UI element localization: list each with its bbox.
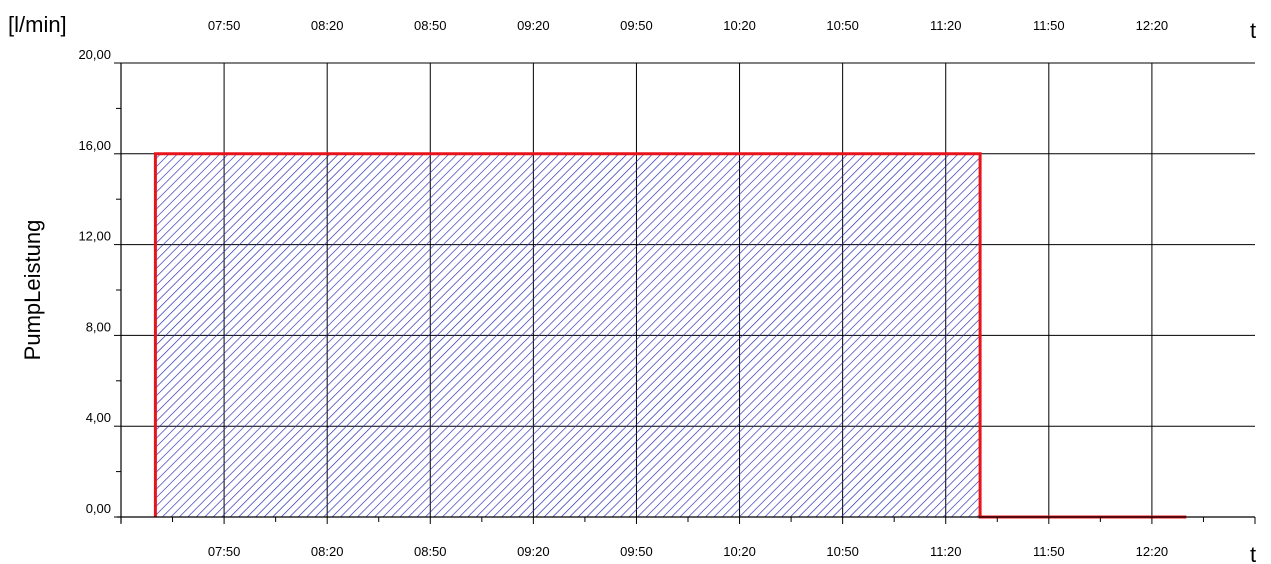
y-tick-label: 0,00 bbox=[86, 501, 111, 516]
y-tick-label: 4,00 bbox=[86, 410, 111, 425]
x-tick-label-bottom: 10:50 bbox=[826, 544, 859, 559]
x-tick-label-top: 10:20 bbox=[723, 18, 756, 33]
y-tick-label: 20,00 bbox=[78, 47, 111, 62]
x-tick-label-bottom: 07:50 bbox=[208, 544, 241, 559]
y-unit-label: [l/min] bbox=[8, 12, 67, 37]
x-tick-label-bottom: 09:50 bbox=[620, 544, 653, 559]
x-tick-label-top: 09:20 bbox=[517, 18, 550, 33]
x-tick-label-top: 07:50 bbox=[208, 18, 241, 33]
x-tick-label-bottom: 11:20 bbox=[930, 544, 962, 559]
y-tick-label: 16,00 bbox=[78, 138, 111, 153]
axes bbox=[114, 62, 1256, 524]
x-tick-label-top: 11:50 bbox=[1033, 18, 1065, 33]
x-tick-label-top: 08:50 bbox=[414, 18, 447, 33]
y-tick-label: 8,00 bbox=[86, 319, 111, 334]
y-tick-label: 12,00 bbox=[78, 229, 111, 244]
x-tick-label-top: 12:20 bbox=[1136, 18, 1169, 33]
y-tick-labels: 0,00 4,00 8,00 12,00 16,00 20,00 bbox=[78, 47, 111, 516]
x-tick-label-bottom: 08:20 bbox=[311, 544, 344, 559]
x-tick-labels-bottom: 07:50 08:20 08:50 09:20 09:50 10:20 10:50 11:20… bbox=[208, 544, 1168, 559]
x-tick-label-top: 11:20 bbox=[930, 18, 962, 33]
x-unit-label-bottom: t bbox=[1250, 542, 1256, 564]
x-unit-label-top: t bbox=[1250, 18, 1256, 43]
x-tick-label-top: 10:50 bbox=[826, 18, 859, 33]
x-tick-label-bottom: 08:50 bbox=[414, 544, 447, 559]
x-tick-label-bottom: 11:50 bbox=[1033, 544, 1065, 559]
x-tick-label-top: 09:50 bbox=[620, 18, 653, 33]
x-tick-label-top: 08:20 bbox=[311, 18, 344, 33]
x-tick-label-bottom: 10:20 bbox=[723, 544, 756, 559]
x-tick-labels-top: 07:50 08:20 08:50 09:20 09:50 10:20 10:50 11:20… bbox=[208, 18, 1168, 33]
x-tick-label-bottom: 12:20 bbox=[1136, 544, 1169, 559]
series-area-fill bbox=[155, 153, 1187, 518]
x-tick-label-bottom: 09:20 bbox=[517, 544, 550, 559]
y-axis-title: PumpLeistung bbox=[20, 220, 45, 361]
